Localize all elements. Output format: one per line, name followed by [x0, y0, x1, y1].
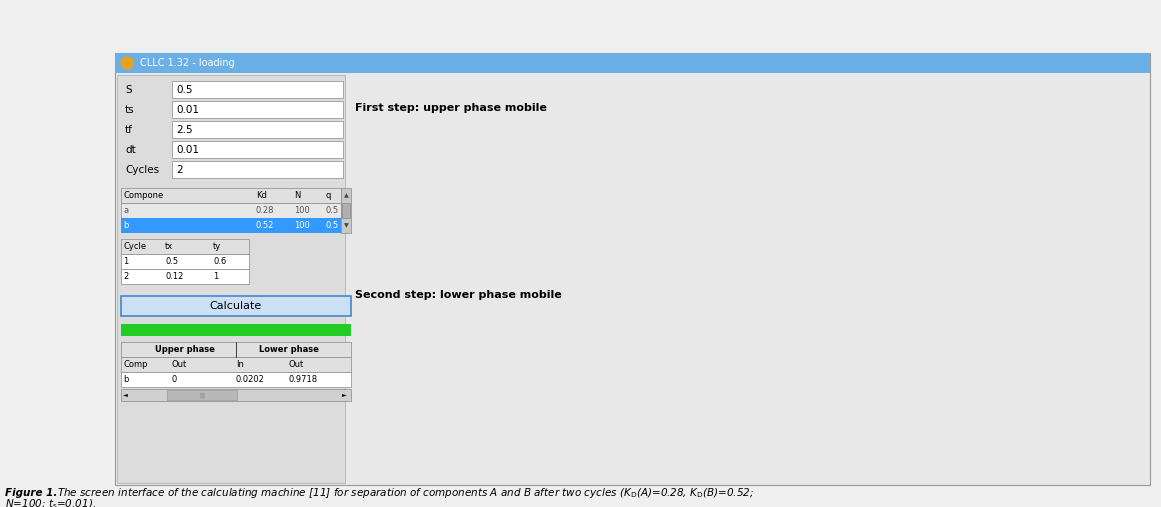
Text: N=100; t$_\mathrm{s}$=0.01).: N=100; t$_\mathrm{s}$=0.01).	[5, 497, 96, 507]
Text: ▼: ▼	[344, 223, 348, 228]
Text: 0.12: 0.12	[165, 272, 183, 281]
Text: q: q	[326, 191, 331, 200]
Bar	[121, 342, 351, 357]
Text: tf: tf	[125, 125, 132, 135]
Text: 100: 100	[294, 206, 310, 215]
Text: 0.5: 0.5	[326, 221, 339, 230]
Text: ►: ►	[342, 392, 347, 397]
Y-axis label: CLb: CLb	[591, 365, 601, 384]
Bar	[115, 53, 1151, 485]
Bar	[121, 372, 351, 387]
X-axis label: ka: ka	[482, 285, 496, 295]
Text: Calculate: Calculate	[210, 301, 262, 311]
Bar	[172, 161, 342, 178]
Y-axis label: CUa: CUa	[339, 176, 349, 197]
Bar	[121, 203, 341, 218]
X-axis label: kb: kb	[745, 285, 760, 295]
Bar	[121, 254, 248, 269]
Text: 0.5: 0.5	[326, 206, 339, 215]
Circle shape	[121, 57, 134, 69]
Bar	[121, 324, 351, 336]
Text: ts: ts	[125, 105, 135, 115]
Bar	[347, 75, 1148, 483]
Bar	[121, 357, 351, 372]
Text: 100: 100	[294, 221, 310, 230]
Bar	[172, 81, 342, 98]
Bar	[121, 296, 351, 316]
Text: Cycles: Cycles	[125, 165, 159, 175]
Text: Second step: lower phase mobile: Second step: lower phase mobile	[355, 291, 562, 300]
Text: |||: |||	[199, 392, 205, 398]
Text: Kd: Kd	[255, 191, 267, 200]
Text: Out: Out	[172, 360, 187, 369]
Bar	[341, 188, 351, 233]
Bar	[121, 188, 341, 203]
Text: 0.5: 0.5	[176, 85, 193, 95]
Bar	[342, 203, 349, 218]
Bar	[121, 269, 248, 284]
Text: 0.01: 0.01	[176, 105, 199, 115]
Y-axis label: CLa: CLa	[339, 365, 349, 384]
X-axis label: t: t	[1012, 473, 1017, 483]
Text: S: S	[125, 85, 131, 95]
Text: N: N	[294, 191, 301, 200]
Text: 0.28: 0.28	[255, 206, 274, 215]
Y-axis label: CUb: CUb	[604, 176, 613, 197]
Text: ◄: ◄	[123, 392, 128, 397]
Text: 0.52: 0.52	[255, 221, 274, 230]
X-axis label: kb: kb	[745, 473, 760, 483]
Text: Compone: Compone	[123, 191, 164, 200]
Text: 2: 2	[123, 272, 128, 281]
Text: 0.5: 0.5	[165, 257, 178, 266]
Y-axis label: CL: CL	[858, 368, 868, 381]
Text: Upper phase: Upper phase	[156, 345, 215, 354]
Text: a: a	[123, 206, 128, 215]
Bar	[121, 218, 341, 233]
Text: b: b	[123, 375, 129, 384]
Text: 0: 0	[172, 375, 176, 384]
Text: First step: upper phase mobile: First step: upper phase mobile	[355, 102, 547, 113]
Text: 1: 1	[123, 257, 128, 266]
Text: 0.0202: 0.0202	[236, 375, 265, 384]
Text: 2: 2	[176, 165, 182, 175]
Text: The screen interface of the calculating machine [11] for separation of component: The screen interface of the calculating …	[57, 486, 753, 500]
Text: 0.6: 0.6	[212, 257, 226, 266]
Text: Lower phase: Lower phase	[259, 345, 319, 354]
Text: 0.9718: 0.9718	[289, 375, 318, 384]
Y-axis label: CU: CU	[858, 179, 868, 194]
Text: Out: Out	[289, 360, 304, 369]
Text: dt: dt	[125, 145, 136, 155]
Bar	[115, 53, 1151, 73]
Text: ▲: ▲	[344, 193, 348, 198]
Text: In: In	[236, 360, 244, 369]
Bar	[167, 390, 237, 400]
Bar	[121, 389, 351, 401]
Text: 1: 1	[212, 272, 218, 281]
Text: Cycle: Cycle	[123, 242, 146, 251]
Bar	[172, 141, 342, 158]
Bar	[121, 239, 248, 254]
Text: ty: ty	[212, 242, 222, 251]
Text: Figure 1.: Figure 1.	[5, 488, 57, 498]
Text: 0.01: 0.01	[176, 145, 199, 155]
Text: 2.5: 2.5	[176, 125, 193, 135]
Text: b: b	[123, 221, 129, 230]
Bar	[117, 75, 345, 483]
Bar	[172, 101, 342, 118]
X-axis label: t: t	[1012, 285, 1017, 295]
Bar	[172, 121, 342, 138]
X-axis label: ka: ka	[482, 473, 496, 483]
Text: tx: tx	[165, 242, 173, 251]
Text: CLLC 1.32 - loading: CLLC 1.32 - loading	[140, 58, 235, 68]
Text: Comp: Comp	[123, 360, 147, 369]
